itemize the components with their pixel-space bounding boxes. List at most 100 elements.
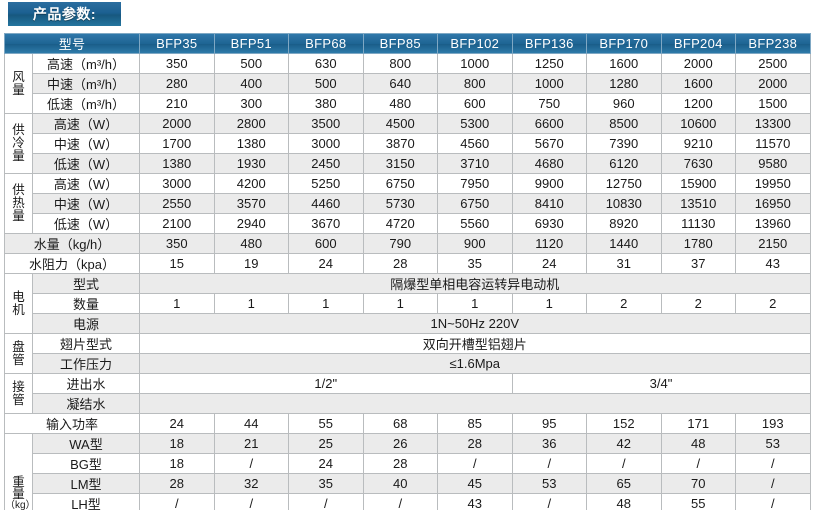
- cell-value: 2000: [139, 113, 215, 134]
- cell-value: 193: [735, 413, 811, 434]
- header-model-bfp204: BFP204: [660, 33, 737, 54]
- cell-value: 600: [437, 93, 513, 114]
- cell-value: 21: [213, 433, 290, 454]
- cell-value: /: [362, 493, 439, 510]
- cell-value: /: [139, 493, 215, 510]
- table-row: 中速（m³/h） 280 400 500 640 800 1000 1280 1600 2000: [5, 73, 811, 94]
- header-model-bfp51: BFP51: [213, 33, 290, 54]
- cell-value: 28: [437, 433, 513, 454]
- cell-value: 9210: [660, 133, 737, 154]
- cell-value: 4500: [362, 113, 439, 134]
- cell-value: 1120: [511, 233, 588, 254]
- cell-value: 6600: [511, 113, 588, 134]
- cell-value: 36: [511, 433, 588, 454]
- table-row: 盘管翅片型式 双向开槽型铝翅片: [4, 333, 811, 374]
- row-label: 低速（W）: [31, 153, 141, 174]
- cell-value: 4720: [362, 213, 439, 234]
- header-model-bfp238: BFP238: [735, 33, 811, 54]
- cell-value: 2550: [139, 193, 215, 214]
- cell-value: 4680: [511, 153, 588, 174]
- cell-value: 24: [288, 453, 364, 474]
- cell-value: 400: [213, 73, 290, 94]
- cell-value: 2100: [139, 213, 215, 234]
- cell-value: 5300: [437, 113, 513, 134]
- row-label: LH型: [31, 493, 141, 510]
- cell-span-value: [139, 393, 811, 414]
- cell-value: 1: [362, 293, 439, 314]
- cell-value: 1440: [586, 233, 662, 254]
- cell-value: 15: [139, 253, 215, 274]
- table-body: 型号 BFP35 BFP51 BFP68 BFP85 BFP102 BFP136 BFP170…: [3, 33, 811, 510]
- cell-value: 960: [586, 93, 662, 114]
- cell-value: 2: [586, 293, 662, 314]
- cell-value: 12750: [586, 173, 662, 194]
- cell-value: 11130: [660, 213, 737, 234]
- cell-value: 1380: [139, 153, 215, 174]
- row-label: 进出水: [31, 373, 141, 394]
- cell-value: 10830: [586, 193, 662, 214]
- cell-value: 3710: [437, 153, 513, 174]
- cell-value: 28: [362, 253, 439, 274]
- row-label: 低速（W）: [31, 213, 141, 234]
- cell-value: 16950: [735, 193, 811, 214]
- header-model-bfp85: BFP85: [362, 33, 439, 54]
- cell-span-value: 1N~50Hz 220V: [139, 313, 811, 334]
- cell-value: 1500: [735, 93, 811, 114]
- cell-value: 152: [586, 413, 662, 434]
- cell-value: 32: [213, 473, 290, 494]
- table-row: 输入功率 24 44 55 68 85 95 152 171 193: [3, 413, 811, 434]
- cell-value: 35: [437, 253, 513, 274]
- cell-value: 70: [660, 473, 737, 494]
- cell-value: 350: [139, 53, 215, 74]
- cell-value: 3150: [362, 153, 439, 174]
- header-model-bfp136: BFP136: [511, 33, 588, 54]
- cell-value: 800: [362, 53, 439, 74]
- group-label-pipe: 接管: [4, 373, 33, 414]
- row-label: 水量（kg/h）: [3, 233, 141, 254]
- cell-value: 10600: [660, 113, 737, 134]
- row-label: 中速（m³/h）: [31, 73, 141, 94]
- cell-span-value: 3/4": [511, 373, 811, 394]
- header-model-label: 型号: [3, 33, 141, 54]
- cell-value: 31: [586, 253, 662, 274]
- cell-span-value: 双向开槽型铝翅片: [139, 333, 811, 354]
- cell-value: 18: [139, 453, 215, 474]
- cell-value: 2000: [735, 73, 811, 94]
- group-label-cooling: 供冷量: [4, 113, 33, 174]
- table-row: 低速（W） 2100 2940 3670 4720 5560 6930 8920 11130 13…: [5, 213, 811, 234]
- table-row: 风量高速（m³/h） 350 500 630 800 1000 1250 1600 2000 25…: [4, 53, 811, 114]
- row-label: 电源: [31, 313, 141, 334]
- table-row: 电源 1N~50Hz 220V: [5, 313, 811, 334]
- table-row: 供热量高速（W） 3000 4200 5250 6750 7950 9900 12750 159…: [4, 173, 811, 234]
- cell-value: 9580: [735, 153, 811, 174]
- cell-value: 3000: [139, 173, 215, 194]
- table-row: LH型 / / //43/48 55/: [5, 493, 811, 510]
- table-row: 水阻力（kpa） 15 19 24 28 35 24 31 37 43: [3, 253, 811, 274]
- cell-value: 1000: [511, 73, 588, 94]
- cell-value: 5560: [437, 213, 513, 234]
- cell-value: 900: [437, 233, 513, 254]
- cell-value: 53: [511, 473, 588, 494]
- row-label: 水阻力（kpa）: [3, 253, 141, 274]
- row-label: 翅片型式: [31, 333, 141, 354]
- cell-value: 1280: [586, 73, 662, 94]
- table-row: 中速（W） 1700 1380 3000 3870 4560 5670 7390 9210 115…: [5, 133, 811, 154]
- row-label: 输入功率: [3, 413, 141, 434]
- cell-value: 5250: [288, 173, 364, 194]
- cell-value: 44: [213, 413, 290, 434]
- header-model-bfp68: BFP68: [288, 33, 364, 54]
- cell-value: /: [735, 453, 811, 474]
- cell-value: 1: [139, 293, 215, 314]
- cell-value: 7950: [437, 173, 513, 194]
- row-label: WA型: [31, 433, 141, 454]
- row-label: 中速（W）: [31, 193, 141, 214]
- cell-value: 28: [362, 453, 439, 474]
- cell-value: 9900: [511, 173, 588, 194]
- page-title: 产品参数:: [32, 6, 97, 22]
- cell-value: 55: [660, 493, 737, 510]
- cell-value: 6750: [437, 193, 513, 214]
- cell-value: /: [511, 453, 588, 474]
- header-model-bfp102: BFP102: [437, 33, 513, 54]
- table-row: 低速（m³/h） 210 300 380 480 600 750 960 1200 1500: [5, 93, 811, 114]
- table-row: 工作压力 ≤1.6Mpa: [5, 353, 811, 374]
